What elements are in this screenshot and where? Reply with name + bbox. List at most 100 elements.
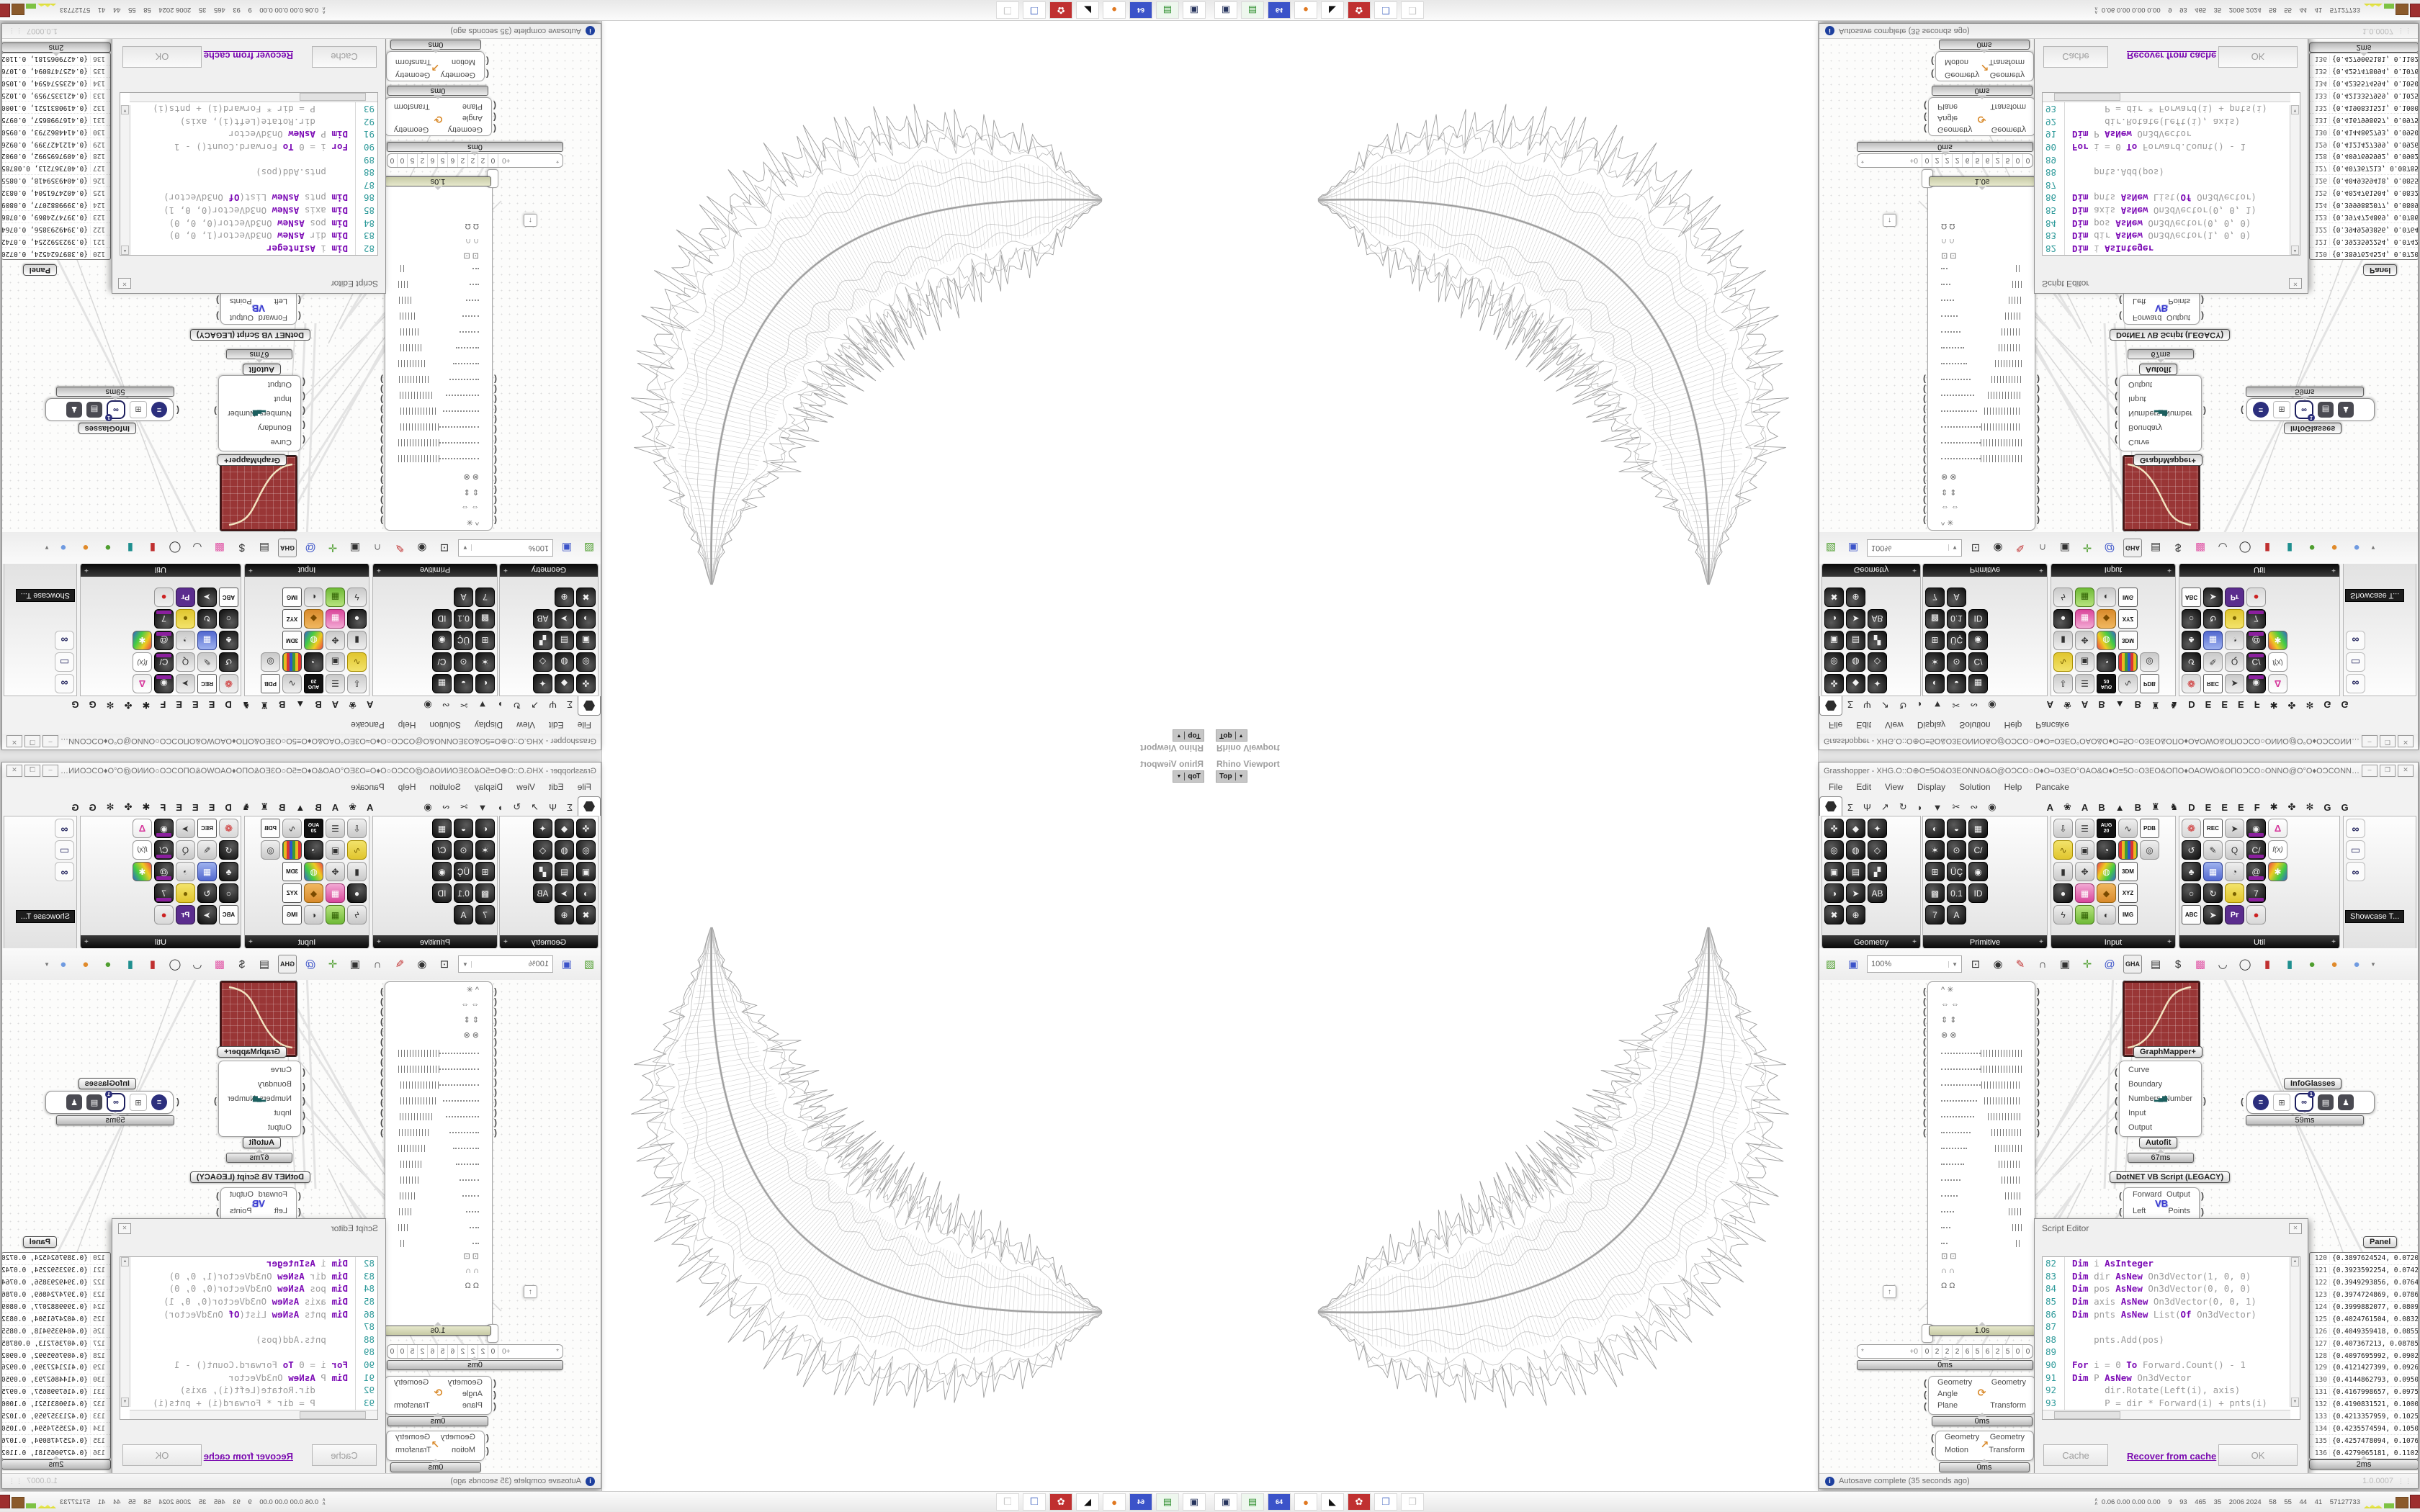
at-icon[interactable]: @ [2104,958,2115,971]
patch-icon[interactable]: ▞ [533,862,552,881]
panel-icon[interactable]: ▣ [2075,840,2094,860]
category-tab[interactable]: ↗ [531,700,539,711]
plugin-tab[interactable]: G [2341,801,2349,813]
notes-icon[interactable]: ▤ [259,958,270,971]
rec-icon[interactable]: REC [197,674,217,693]
arrow-icon[interactable]: ➤ [555,883,574,903]
menu-item[interactable]: View [516,720,535,730]
keypad-icon[interactable]: ▦ [2203,631,2223,650]
file-3dm-icon[interactable]: 3DM [282,631,302,650]
menu-item[interactable]: Pancake [2035,782,2069,792]
file-pdb-icon[interactable]: PDB [2140,674,2159,693]
point-icon[interactable]: ◎ [1824,652,1844,672]
category-tab[interactable]: ▼ [478,699,488,711]
shade-icon[interactable]: ▩ [475,883,495,903]
save-file-icon[interactable]: ▣ [561,958,573,971]
gradient-icon[interactable]: ▦ [326,883,345,903]
chevron-up-icon[interactable]: ∧ ∧ [2094,6,2098,14]
abc-icon[interactable]: AB [1868,883,1887,903]
qback-icon[interactable]: ◔ [2225,631,2244,650]
ghost-app-icon[interactable]: ❒ [1401,1493,1424,1511]
patch-icon[interactable]: ▞ [1868,631,1887,650]
plugin-tab[interactable]: G [71,699,79,711]
ex2-icon[interactable]: C/ [2246,652,2266,672]
open-file-icon[interactable]: ▨ [583,958,595,971]
file-img-icon[interactable]: IMG [282,905,302,924]
ex1-icon[interactable]: ◉ [154,819,174,838]
speaker-icon[interactable]: ◎ [2140,652,2159,672]
abc-icon[interactable]: AB [533,883,552,903]
vertical-scrollbar[interactable]: ▲ ▼ [120,1257,130,1407]
text-icon[interactable]: A [454,588,473,607]
qback-icon[interactable]: ◔ [176,631,195,650]
axis-icon[interactable]: ✥ [2075,862,2094,881]
hatch-icon[interactable]: ▦ [1968,819,1988,838]
checker-icon[interactable]: ▦ [2075,905,2094,924]
gift-icon[interactable]: ▩ [2195,541,2206,554]
plugin-tab[interactable]: F [2254,699,2260,711]
text-icon[interactable]: A [1947,588,1966,607]
palette-footer[interactable]: Geometry + [1822,563,1920,577]
vb-script-label[interactable]: DotNET VB Script (LEGACY) [189,1171,310,1183]
palette-footer[interactable]: Input + [2051,935,2175,949]
decimal-icon[interactable]: 0.1 [454,883,473,903]
infoglasses-icon[interactable]: ∞ [107,400,125,419]
digit-cell[interactable]: 0 [398,1345,408,1358]
scribble-icon[interactable]: ∿ [2053,840,2073,860]
menu-item[interactable]: Edit [548,720,564,730]
digit-cell[interactable]: 0 [1922,1345,1932,1358]
resize-grip[interactable]: ⋮⋮ [2398,1477,2412,1485]
plugin-tab[interactable]: A [2081,699,2089,711]
panel-icon[interactable]: ▣ [326,840,345,860]
palette-footer[interactable]: Primitive + [373,563,497,577]
category-tab[interactable]: ✂ [460,801,468,812]
plugin-tab[interactable]: ✱ [2269,801,2278,812]
recover-from-cache-link[interactable]: Recover from cache [203,1451,293,1462]
infoglasses-icon[interactable]: ∞ [107,1093,125,1112]
category-tab[interactable]: Σ [1847,699,1854,711]
file-3dm-icon[interactable]: 3DM [282,862,302,881]
title-bar[interactable]: Grasshopper - XHG.O::O⊕O≡5O&O3EONNO&O@OƆ… [1819,734,2418,750]
ex2-icon[interactable]: C/ [154,652,174,672]
toggle-icon[interactable]: ▮ [347,862,367,881]
panel-values[interactable]: 120 {0.3897624524, 0.072094062, 0.0} 121… [2,53,111,260]
abc-icon[interactable]: ABC [2182,905,2201,924]
ex1-icon[interactable]: ◉ [154,674,174,693]
chevron-down-icon[interactable]: ▼ [44,544,50,552]
red-app-icon[interactable]: ✿ [1049,1493,1072,1511]
uc-icon[interactable]: ÜÇ [1947,862,1966,881]
axes-icon[interactable]: ✛ [2082,958,2092,971]
patch-icon[interactable]: ▞ [533,631,552,650]
graph-mapper-node[interactable] [220,455,297,531]
sketch-pen-icon[interactable]: ✎ [395,958,405,971]
list-values-node[interactable]: ((((((((((((((( ))))))))))))))) ^ ✳ ⇔ ⇔ ⇕ … [1923,182,2040,531]
decimal-icon[interactable]: 0.1 [1947,883,1966,903]
clock-icon[interactable]: ⊙ [454,840,473,860]
digit-cell[interactable]: 2 [458,1345,468,1358]
plugin-tab[interactable]: ♜ [260,700,269,711]
palette-icon[interactable]: ✱ [133,862,152,881]
floppy64-app-icon[interactable]: 64 [1268,1,1291,19]
xyz-icon[interactable]: ✖ [576,588,596,607]
plugin-tab[interactable]: D [2188,801,2195,813]
cpath-icon[interactable]: C/ [432,840,452,860]
resize-grip[interactable]: ⋮⋮ [8,27,22,35]
menu-item[interactable]: Pancake [351,720,385,730]
plugin-tab[interactable]: E [2221,801,2228,813]
plugin-tab[interactable]: ♜ [2151,700,2160,711]
ring-icon[interactable]: ○ [219,883,238,903]
ex3-icon[interactable]: @ [2246,862,2266,881]
horizontal-scrollbar[interactable] [130,1410,377,1419]
infoglasses-label[interactable]: InfoGlasses [78,423,136,434]
cylinder-red-icon[interactable]: ▮ [149,958,156,971]
hatch-icon[interactable]: ▦ [1968,674,1988,693]
infoglasses-icon[interactable]: ≡ [151,1094,167,1110]
knob-icon[interactable]: ● [347,609,367,629]
plugin-tab[interactable]: F [160,699,166,711]
digit-cell[interactable]: 0 [2012,154,2022,167]
import-icon[interactable]: ⇩ [347,674,367,693]
id-icon[interactable]: ID [1968,609,1988,629]
plugin-tab[interactable]: ▲ [295,801,305,813]
rhino-viewport[interactable]: Rhino Viewport Top ▼ [601,20,1210,756]
text-icon[interactable]: A [454,905,473,924]
